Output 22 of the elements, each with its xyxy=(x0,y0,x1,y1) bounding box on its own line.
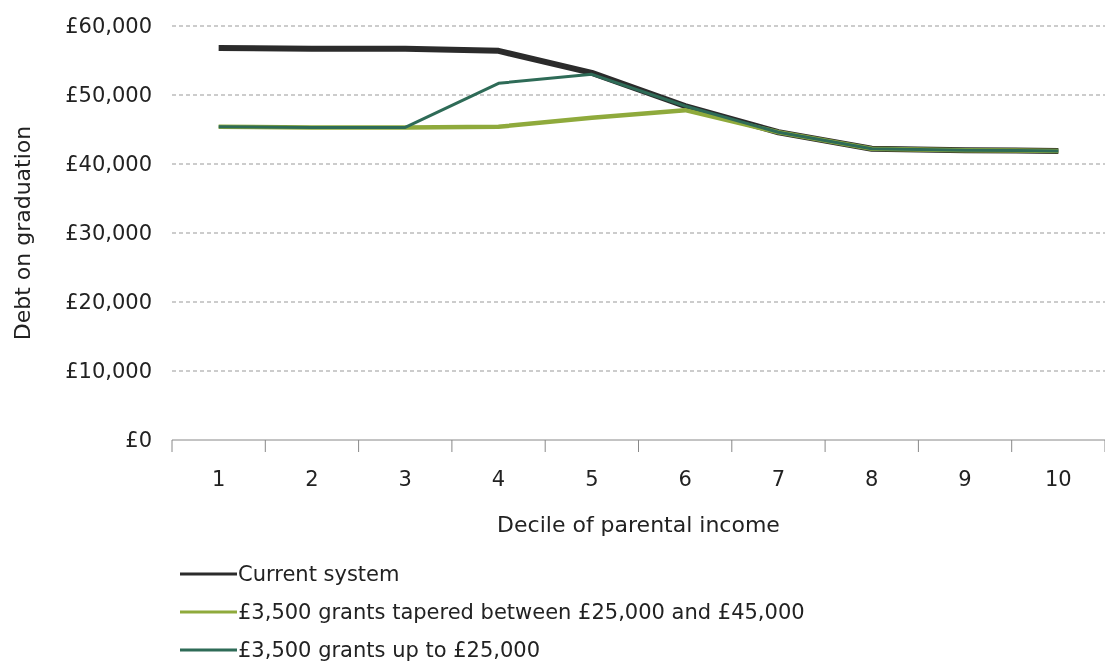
x-tick-label: 9 xyxy=(958,467,972,491)
x-tick-label: 10 xyxy=(1044,467,1072,491)
y-tick-label: £10,000 xyxy=(65,359,152,384)
x-tick-label: 2 xyxy=(305,467,319,491)
y-axis-title: Debt on graduation xyxy=(10,125,35,341)
y-tick-label: £50,000 xyxy=(65,83,152,108)
y-tick-label: £20,000 xyxy=(65,290,152,315)
x-axis-title: Decile of parental income xyxy=(497,512,780,537)
x-tick-label: 5 xyxy=(585,467,599,491)
y-tick-label: £0 xyxy=(125,428,152,453)
y-tick-label: £60,000 xyxy=(65,14,152,39)
legend-label: £3,500 grants tapered between £25,000 and £45,000 xyxy=(238,600,805,625)
x-tick-label: 6 xyxy=(678,467,692,491)
x-tick-label: 1 xyxy=(211,467,226,491)
x-tick-label: 4 xyxy=(491,467,506,491)
x-tick-label: 7 xyxy=(771,467,786,491)
x-tick-label: 3 xyxy=(398,467,412,491)
x-tick-label: 8 xyxy=(865,467,879,491)
y-tick-label: £30,000 xyxy=(65,221,152,246)
legend-label: Current system xyxy=(238,562,400,587)
y-tick-label: £40,000 xyxy=(65,152,152,177)
legend-label: £3,500 grants up to £25,000 xyxy=(238,638,541,663)
